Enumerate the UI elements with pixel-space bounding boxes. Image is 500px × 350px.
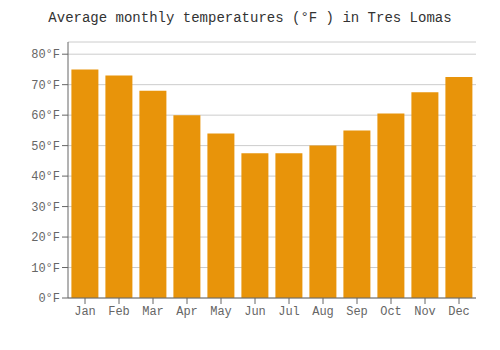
svg-text:50°F: 50°F [31, 140, 60, 154]
svg-text:Dec: Dec [448, 305, 470, 319]
svg-text:May: May [210, 305, 232, 319]
svg-text:70°F: 70°F [31, 79, 60, 93]
svg-text:Feb: Feb [108, 305, 130, 319]
svg-text:80°F: 80°F [31, 48, 60, 62]
html-text:Average monthly temperatures (: Average monthly temperatures (°F ) in Tr… [48, 10, 452, 26]
svg-text:Oct: Oct [380, 305, 402, 319]
svg-text:0°F: 0°F [38, 292, 60, 306]
svg-text:20°F: 20°F [31, 231, 60, 245]
svg-text:40°F: 40°F [31, 170, 60, 184]
svg-text:30°F: 30°F [31, 201, 60, 215]
svg-text:60°F: 60°F [31, 109, 60, 123]
svg-text:Jan: Jan [74, 305, 96, 319]
svg-text:10°F: 10°F [31, 262, 60, 276]
svg-text:Sep: Sep [346, 305, 368, 319]
svg-text:Aug: Aug [312, 305, 334, 319]
svg-text:Mar: Mar [142, 305, 164, 319]
svg-text:Jun: Jun [244, 305, 266, 319]
svg-text:Jul: Jul [278, 305, 300, 319]
svg-text:Nov: Nov [414, 305, 436, 319]
svg-text:Apr: Apr [176, 305, 198, 319]
